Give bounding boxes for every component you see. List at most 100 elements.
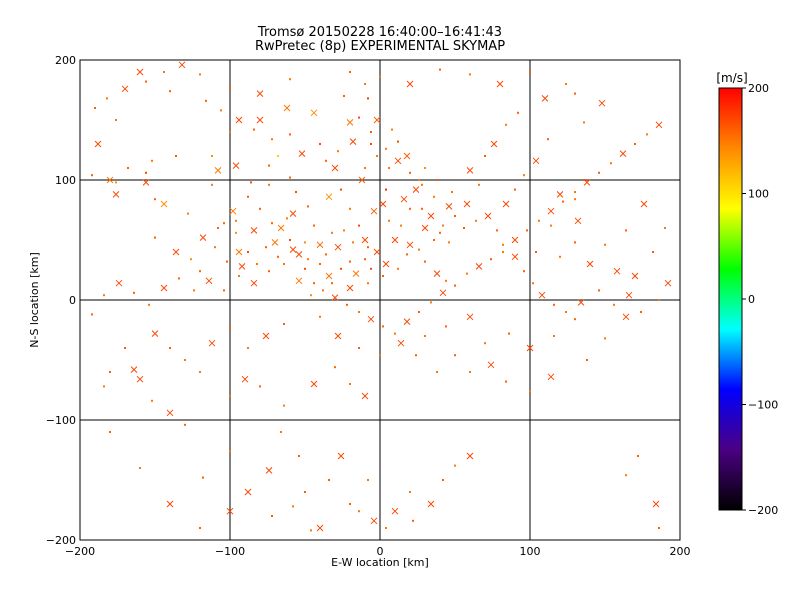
marker-stroke	[526, 344, 534, 352]
data-point-dot	[148, 303, 150, 306]
data-point-dot	[379, 227, 381, 229]
data-point-dot	[646, 133, 648, 136]
data-point-x-marker	[484, 212, 492, 220]
data-point-dot	[325, 159, 327, 162]
data-point-dot	[421, 207, 423, 210]
data-point-x-marker	[586, 260, 594, 268]
data-point-x-marker	[325, 272, 333, 280]
data-point-dot	[343, 229, 345, 232]
data-point-x-marker	[244, 488, 252, 496]
data-point-dot	[214, 246, 216, 249]
data-point-dot	[469, 371, 471, 373]
data-point-x-marker	[178, 61, 186, 69]
data-point-dot	[385, 147, 387, 150]
marker-stroke	[265, 467, 273, 474]
data-point-x-marker	[160, 200, 168, 208]
data-point-dot	[235, 231, 237, 234]
data-point-dot	[193, 289, 195, 292]
data-point-dot	[598, 171, 600, 174]
marker-stroke	[115, 279, 123, 287]
data-point-dot	[124, 347, 126, 349]
data-point-x-marker	[316, 524, 324, 532]
data-point-x-marker	[331, 294, 339, 301]
data-point-dot	[565, 311, 567, 313]
data-point-dot	[436, 179, 438, 181]
data-point-dot	[226, 260, 228, 263]
data-point-dot	[265, 246, 267, 249]
data-point-dot	[553, 303, 555, 306]
marker-stroke	[121, 85, 129, 93]
data-point-dot	[385, 527, 387, 529]
data-point-dot	[385, 188, 387, 191]
data-point-x-marker	[511, 236, 519, 244]
marker-stroke	[199, 234, 207, 241]
data-point-x-marker	[367, 315, 375, 323]
data-point-dot	[517, 111, 519, 114]
data-point-dot	[190, 258, 192, 261]
data-point-dot	[400, 224, 402, 227]
data-point-x-marker	[160, 284, 168, 292]
marker-stroke	[277, 224, 285, 232]
data-point-dot	[115, 181, 117, 184]
data-point-dot	[289, 239, 291, 241]
marker-stroke	[295, 251, 303, 258]
data-point-x-marker	[466, 452, 474, 460]
data-point-dot	[313, 282, 315, 285]
data-point-dot	[229, 395, 231, 397]
marker-stroke	[310, 380, 318, 388]
marker-stroke	[574, 217, 582, 225]
grid-layer	[80, 60, 680, 540]
data-point-dot	[454, 354, 456, 357]
data-point-x-marker	[598, 99, 606, 107]
data-point-dot	[523, 270, 525, 273]
data-point-dot	[139, 467, 141, 469]
data-point-dot	[637, 455, 639, 457]
data-point-dot	[151, 399, 153, 402]
marker-stroke	[349, 138, 357, 145]
marker-stroke	[538, 291, 546, 299]
data-point-dot	[289, 176, 291, 179]
marker-stroke	[466, 313, 474, 321]
data-point-dot	[220, 109, 222, 112]
data-point-dot	[247, 347, 249, 349]
data-point-dot	[574, 92, 576, 95]
data-point-dot	[664, 227, 666, 229]
marker-stroke	[532, 157, 540, 165]
marker-stroke	[346, 119, 354, 126]
data-point-x-marker	[235, 116, 243, 124]
data-point-dot	[502, 243, 504, 246]
data-point-x-marker	[283, 104, 291, 112]
data-point-x-marker	[310, 380, 318, 388]
data-point-dot	[349, 383, 351, 385]
data-point-dot	[424, 260, 426, 263]
colorbar-frame	[718, 87, 743, 511]
marker-stroke	[166, 409, 174, 417]
marker-stroke	[586, 260, 594, 268]
marker-stroke	[613, 267, 621, 275]
data-point-dot	[463, 227, 465, 229]
marker-stroke	[256, 90, 264, 97]
marker-stroke	[271, 239, 279, 246]
data-point-x-marker	[136, 375, 144, 383]
data-point-x-marker	[502, 200, 510, 208]
data-point-dot	[271, 138, 273, 141]
data-point-dot	[625, 229, 627, 232]
marker-stroke	[400, 195, 408, 203]
marker-stroke	[619, 150, 627, 157]
data-point-dot	[436, 371, 438, 373]
marker-stroke	[289, 246, 297, 253]
data-point-dot	[154, 198, 156, 201]
data-point-dot	[319, 315, 321, 318]
data-point-dot	[106, 97, 108, 100]
data-point-dot	[211, 155, 213, 157]
marker-stroke	[250, 227, 258, 234]
data-point-x-marker	[310, 109, 318, 117]
data-point-dot	[409, 207, 411, 210]
data-point-x-marker	[199, 234, 207, 241]
marker-stroke	[598, 99, 606, 107]
data-point-x-marker	[115, 279, 123, 287]
data-point-dot	[439, 68, 441, 71]
data-point-dot	[367, 282, 369, 285]
colorbar-tick-label: 100	[748, 188, 769, 201]
